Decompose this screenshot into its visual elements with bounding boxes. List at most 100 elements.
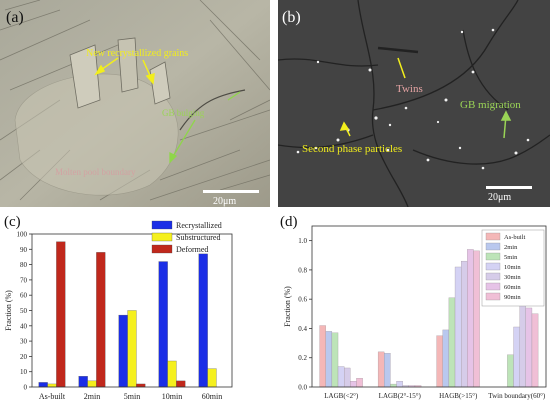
legend-swatch-d <box>485 272 501 281</box>
y-tick-label-c: 40 <box>20 322 28 330</box>
second-phase-label: Second phase particles <box>302 143 402 155</box>
bar-60min <box>525 307 533 388</box>
legend-swatch-c <box>151 220 173 230</box>
bar-5min <box>390 383 397 388</box>
twins-label: Twins <box>396 83 423 95</box>
scale-bar-a <box>203 190 259 193</box>
bar-as-built <box>319 325 326 388</box>
bar-deformed-as-built <box>56 241 66 388</box>
legend-swatch-d <box>485 282 501 291</box>
bar-90min <box>473 250 480 388</box>
x-tick-label-c: 5min <box>124 392 140 401</box>
bar-5min <box>507 354 514 388</box>
legend-swatch-d <box>485 262 501 271</box>
legend-swatch-d <box>485 292 501 301</box>
x-tick-label-c: As-built <box>39 392 66 401</box>
bar-recrystallized-10min <box>158 261 168 388</box>
legend-swatch-d <box>485 232 501 241</box>
bar-5min <box>331 332 339 388</box>
legend-label-d: 10min <box>504 264 521 271</box>
bar-deformed-5min <box>136 383 146 388</box>
y-tick-label-c: 50 <box>20 307 28 315</box>
y-tick-label-d: 0.4 <box>298 325 307 333</box>
bar-recrystallized-2min <box>78 376 88 388</box>
bar-substructured-10min <box>167 360 177 388</box>
y-axis-label-c: Fraction (%) <box>4 290 13 331</box>
bar-recrystallized-as-built <box>38 382 48 388</box>
panel-label-a: (a) <box>6 9 24 26</box>
x-tick-label-d: Twin boundary(60°) <box>488 392 546 400</box>
legend-label-c: Deformed <box>176 245 208 254</box>
y-tick-label-d: 0.0 <box>298 384 307 392</box>
y-tick-label-c: 60 <box>20 292 28 300</box>
x-tick-label-c: 2min <box>84 392 100 401</box>
annotation-arrows-a <box>94 57 155 85</box>
bar-substructured-5min <box>127 310 137 388</box>
y-tick-label-c: 70 <box>20 276 28 284</box>
bar-90min <box>531 313 539 388</box>
bar-2min <box>384 353 391 388</box>
bar-2min <box>442 329 450 388</box>
bar-60min <box>350 380 357 388</box>
y-tick-label-d: 0.8 <box>298 266 307 274</box>
bar-90min <box>356 378 363 388</box>
gb-bulging-label: GB bulging <box>162 108 205 118</box>
y-tick-label-c: 0 <box>24 384 28 392</box>
bar-substructured-2min <box>87 380 97 388</box>
x-tick-label-c: 60min <box>202 392 222 401</box>
legend-label-d: 5min <box>504 254 518 261</box>
y-tick-label-c: 30 <box>20 338 28 346</box>
bar-10min <box>337 366 345 388</box>
x-tick-label-d: LAGB(<2°) <box>324 392 359 400</box>
y-tick-label-c: 10 <box>20 368 28 376</box>
scale-bar-b-label: 20μm <box>488 192 511 203</box>
bar-2min <box>325 331 333 388</box>
legend-swatch-c <box>151 232 173 242</box>
legend-label-d: 90min <box>504 294 521 301</box>
legend-swatch-c <box>151 244 173 254</box>
gb-migration-label: GB migration <box>460 99 521 111</box>
y-axis-label-d: Fraction (%) <box>283 286 292 327</box>
bar-5min <box>448 297 456 388</box>
plot-frame-d <box>311 225 547 388</box>
y-tick-label-c: 100 <box>17 231 28 239</box>
bar-30min <box>344 367 351 388</box>
legend-swatch-d <box>485 242 501 251</box>
legend-label-c: Recrystallized <box>176 221 222 230</box>
y-tick-label-c: 80 <box>20 261 28 269</box>
legend-label-d: 60min <box>504 284 521 291</box>
micrograph-a: (a) New recrystallized grains GB bulging… <box>0 0 270 207</box>
bar-30min <box>519 303 526 388</box>
y-tick-label-d: 0.2 <box>298 354 307 362</box>
x-tick-label-c: 10min <box>162 392 182 401</box>
bar-substructured-60min <box>207 368 217 388</box>
bar-as-built <box>436 335 443 388</box>
bar-recrystallized-60min <box>198 253 208 388</box>
bar-deformed-10min <box>176 380 186 388</box>
bar-10min <box>513 326 520 388</box>
bar-10min <box>454 266 462 388</box>
bar-as-built <box>377 351 385 388</box>
legend-swatch-d <box>485 252 501 261</box>
micrograph-b: (b) Twins GB migration Second phase part… <box>278 0 550 207</box>
scale-bar-a-label: 20μm <box>213 196 236 207</box>
legend-label-d: 30min <box>504 274 521 281</box>
chart-c: (c) 0 10 20 30 40 50 60 70 80 90 100 As-built 2min 5mi… <box>4 214 233 401</box>
legend-label-d: As-built <box>504 234 526 241</box>
bar-substructured-as-built <box>47 383 57 388</box>
chart-d: (d) 0.0 0.2 0.4 0.6 0.8 1.0 LAGB(<2°) LAGB(2°-15… <box>280 214 547 400</box>
bar-60min <box>467 249 474 388</box>
bar-recrystallized-5min <box>118 314 128 388</box>
panel-label-d: (d) <box>280 214 298 230</box>
molten-pool-label: Molten pool boundary <box>55 167 136 177</box>
legend-label-c: Substructured <box>176 233 220 242</box>
x-tick-label-d: LAGB(2°-15°) <box>379 392 422 400</box>
legend-label-d: 2min <box>504 244 518 251</box>
bar-deformed-2min <box>96 252 106 388</box>
y-tick-label-c: 90 <box>20 246 28 254</box>
bar-10min <box>396 380 403 388</box>
x-tick-label-d: HAGB(>15°) <box>439 392 478 400</box>
new-grains-label: New recrystallized grains <box>86 48 188 59</box>
y-tick-label-c: 20 <box>20 353 28 361</box>
y-tick-label-d: 1.0 <box>298 237 307 245</box>
